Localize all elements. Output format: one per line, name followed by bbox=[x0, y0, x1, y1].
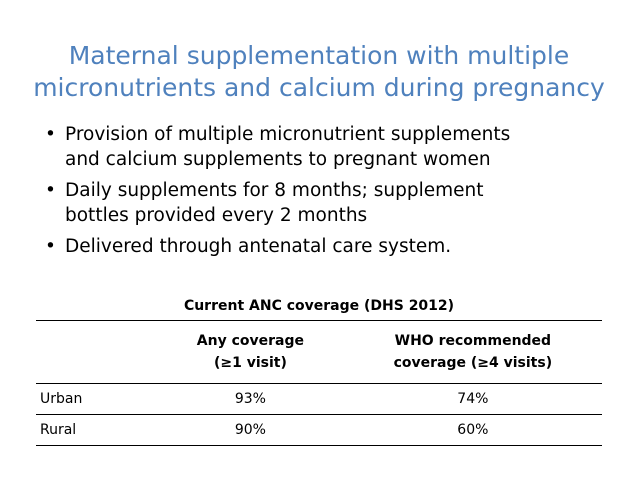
bullet-dot: • bbox=[45, 236, 56, 257]
bullet-item-provision: • Provision of multiple micronutrient su… bbox=[45, 122, 605, 172]
row-who-coverage-value: 60% bbox=[457, 422, 489, 438]
row-label: Urban bbox=[40, 391, 83, 407]
row-any-coverage-value: 90% bbox=[234, 422, 266, 438]
anc-coverage-table: Any coverage (≥1 visit) WHO recommended … bbox=[36, 320, 602, 446]
header-blank-cell bbox=[36, 321, 157, 384]
header-who-line-2: coverage (≥4 visits) bbox=[393, 355, 553, 371]
table-header-row: Any coverage (≥1 visit) WHO recommended … bbox=[36, 320, 602, 384]
bullet-text-line-2: bottles provided every 2 months bbox=[65, 205, 368, 226]
table-caption: Current ANC coverage (DHS 2012) bbox=[183, 298, 455, 314]
header-any-line-1: Any coverage bbox=[196, 333, 305, 349]
header-any-line-2: (≥1 visit) bbox=[213, 355, 287, 371]
bullet-text-line-1: Delivered through antenatal care system. bbox=[65, 236, 452, 257]
slide-title-line-2: micronutrients and calcium during pregna… bbox=[33, 73, 605, 102]
bullet-text-line-2: and calcium supplements to pregnant wome… bbox=[65, 149, 491, 170]
slide-title: Maternal supplementation with multiple m… bbox=[30, 40, 608, 104]
row-any-coverage-value: 93% bbox=[234, 391, 266, 407]
table-row: Rural 90% 60% bbox=[36, 415, 602, 446]
header-who-line-1: WHO recommended bbox=[394, 333, 552, 349]
bullet-dot: • bbox=[45, 180, 56, 201]
row-who-coverage-value: 74% bbox=[457, 391, 489, 407]
bullet-dot: • bbox=[45, 124, 56, 145]
slide-title-line-1: Maternal supplementation with multiple bbox=[68, 41, 570, 70]
table-row: Urban 93% 74% bbox=[36, 384, 602, 415]
header-any-coverage: Any coverage (≥1 visit) bbox=[157, 321, 344, 384]
bullet-text-line-1: Daily supplements for 8 months; suppleme… bbox=[65, 180, 484, 201]
row-label: Rural bbox=[40, 422, 77, 438]
bullet-list: • Provision of multiple micronutrient su… bbox=[45, 122, 605, 265]
bullet-item-delivered: • Delivered through antenatal care syste… bbox=[45, 234, 605, 259]
header-who-coverage: WHO recommended coverage (≥4 visits) bbox=[344, 321, 602, 384]
bullet-text-line-1: Provision of multiple micronutrient supp… bbox=[65, 124, 511, 145]
bullet-item-daily: • Daily supplements for 8 months; supple… bbox=[45, 178, 605, 228]
